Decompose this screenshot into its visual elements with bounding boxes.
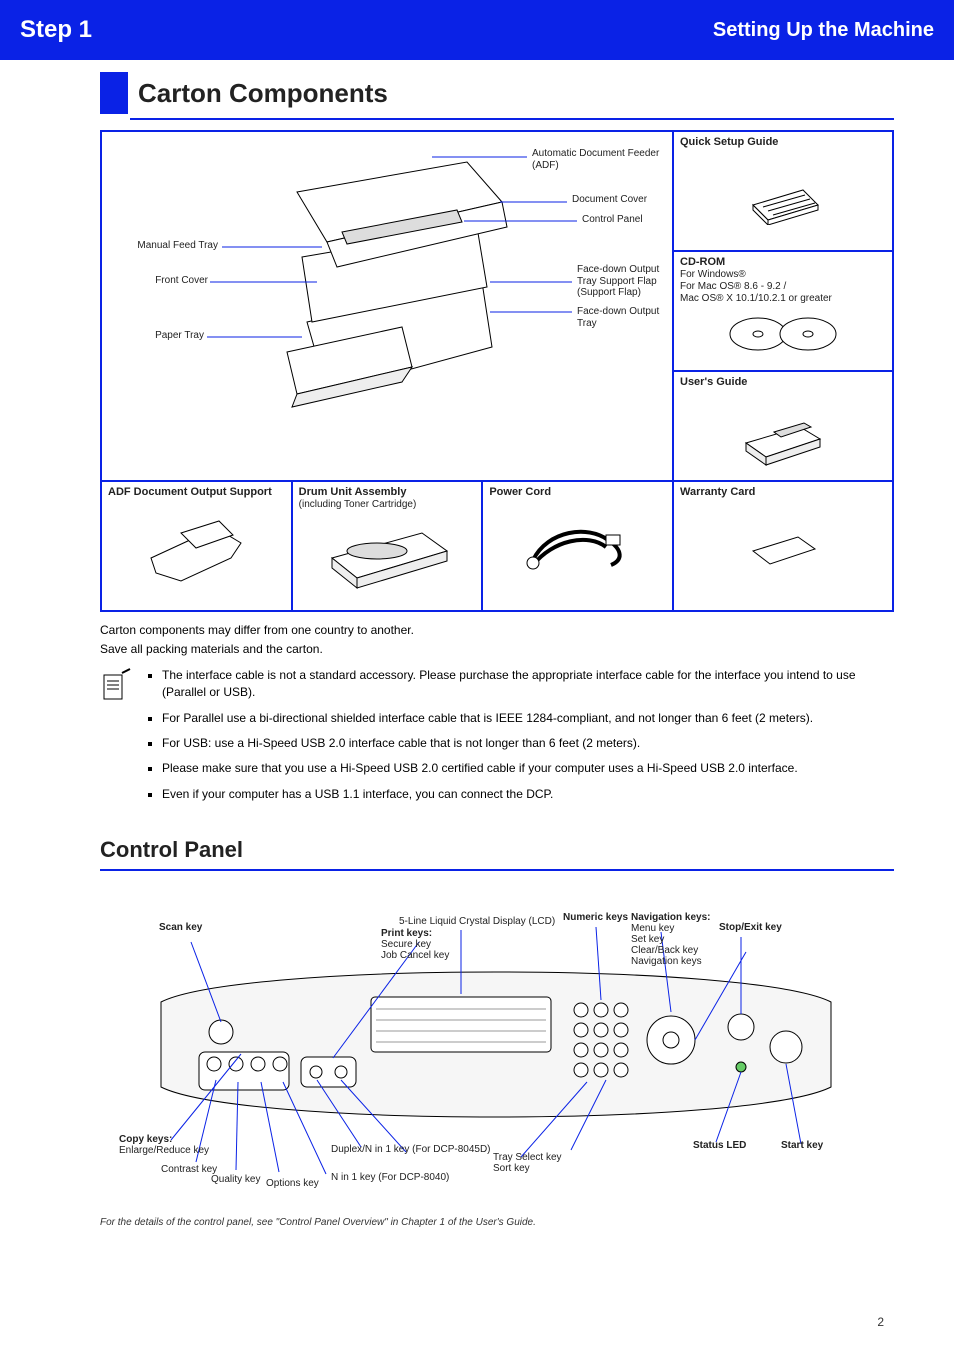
cell-title: Warranty Card bbox=[680, 486, 886, 499]
control-rule bbox=[100, 869, 894, 871]
note-bullet: For USB: use a Hi-Speed USB 2.0 interfac… bbox=[162, 735, 894, 752]
cell-warranty-card: Warranty Card bbox=[673, 481, 893, 611]
lbl-stop: Stop/Exit key bbox=[719, 922, 782, 933]
note-body: The interface cable is not a standard ac… bbox=[146, 667, 894, 811]
control-panel-title: Control Panel bbox=[100, 837, 894, 863]
callout-front: Front Cover bbox=[108, 275, 208, 287]
step-banner: Step 1 Setting Up the Machine bbox=[0, 0, 954, 60]
adf-support-icon bbox=[121, 503, 271, 588]
callout-tray: Paper Tray bbox=[108, 330, 204, 342]
cell-users-guide: User's Guide bbox=[673, 371, 893, 481]
step-number: Step 1 bbox=[20, 16, 92, 44]
note-line2: Save all packing materials and the carto… bbox=[100, 641, 323, 658]
lbl-quality: Quality key bbox=[211, 1174, 260, 1185]
lbl-sort: Tray Select key Sort key bbox=[493, 1152, 562, 1174]
callout-outtray-support: Face-down Output Tray Support Flap (Supp… bbox=[577, 264, 672, 299]
lbl-start: Start key bbox=[781, 1140, 823, 1151]
step-title: Setting Up the Machine bbox=[713, 19, 934, 42]
section-rule bbox=[130, 118, 894, 120]
components-grid: Automatic Document Feeder (ADF) Document… bbox=[100, 130, 894, 612]
section-marker bbox=[100, 72, 128, 114]
lbl-nav: Navigation keys: Menu key Set key Clear/… bbox=[631, 912, 710, 967]
cell-adf-support: ADF Document Output Support bbox=[101, 481, 292, 611]
callout-panel: Control Panel bbox=[582, 214, 643, 226]
cell-title: User's Guide bbox=[680, 376, 886, 389]
page-number: 2 bbox=[877, 1315, 884, 1329]
notes-block: Carton components may differ from one co… bbox=[100, 622, 894, 639]
power-cord-icon bbox=[503, 505, 653, 585]
callout-manual: Manual Feed Tray bbox=[108, 240, 218, 252]
section-title: Carton Components bbox=[138, 78, 388, 109]
cell-drum-unit: Drum Unit Assembly (including Toner Cart… bbox=[292, 481, 483, 611]
callout-cover: Document Cover bbox=[572, 194, 647, 206]
cell-quick-setup-guide: Quick Setup Guide bbox=[673, 131, 893, 251]
cell-title: ADF Document Output Support bbox=[108, 486, 285, 499]
lbl-options: Options key bbox=[266, 1178, 319, 1189]
lbl-nin1: N in 1 key (For DCP-8040) bbox=[331, 1172, 449, 1183]
note-bullet: Please make sure that you use a Hi-Speed… bbox=[162, 760, 894, 777]
cell-title: Quick Setup Guide bbox=[680, 136, 886, 149]
note-line1: Carton components may differ from one co… bbox=[100, 622, 414, 639]
lbl-numeric: Numeric keys bbox=[563, 912, 628, 923]
cell-title: Power Cord bbox=[489, 486, 666, 499]
book-icon bbox=[728, 397, 838, 467]
note-bullet: For Parallel use a bi-directional shield… bbox=[162, 710, 894, 727]
note-icon bbox=[100, 667, 134, 811]
cell-title: CD-ROM bbox=[680, 256, 886, 269]
note-bullet: Even if your computer has a USB 1.1 inte… bbox=[162, 786, 894, 803]
cell-power-cord: Power Cord bbox=[482, 481, 673, 611]
note-bullet: The interface cable is not a standard ac… bbox=[162, 667, 894, 702]
lbl-scan: Scan key bbox=[159, 922, 202, 933]
cell-sub: For Windows® For Mac OS® 8.6 - 9.2 / Mac… bbox=[680, 269, 886, 305]
lbl-print: Print keys: Secure key Job Cancel key bbox=[381, 928, 449, 961]
notes-block-2: Save all packing materials and the carto… bbox=[100, 641, 894, 658]
cd-icon bbox=[723, 309, 843, 359]
lbl-dup: Duplex/N in 1 key (For DCP-8045D) bbox=[331, 1144, 491, 1155]
lbl-copy: Copy keys: Enlarge/Reduce key bbox=[119, 1134, 209, 1156]
guide-icon bbox=[733, 155, 833, 225]
card-icon bbox=[733, 509, 833, 579]
control-panel-diagram: Scan key 5-Line Liquid Crystal Display (… bbox=[100, 881, 894, 1211]
cell-title: Drum Unit Assembly bbox=[299, 486, 476, 499]
cell-sub: (including Toner Cartridge) bbox=[299, 499, 476, 511]
callout-adf: Automatic Document Feeder (ADF) bbox=[532, 148, 662, 171]
main-diagram-cell: Automatic Document Feeder (ADF) Document… bbox=[101, 131, 673, 481]
cell-cdrom: CD-ROM For Windows® For Mac OS® 8.6 - 9.… bbox=[673, 251, 893, 371]
section-header: Carton Components bbox=[100, 72, 954, 114]
lbl-contrast: Contrast key bbox=[161, 1164, 217, 1175]
callout-outtray: Face-down Output Tray bbox=[577, 306, 672, 329]
notes-bullets: The interface cable is not a standard ac… bbox=[100, 667, 894, 811]
lbl-status: Status LED bbox=[693, 1140, 746, 1151]
drum-icon bbox=[307, 513, 467, 593]
lbl-lcd: 5-Line Liquid Crystal Display (LCD) bbox=[399, 916, 555, 927]
